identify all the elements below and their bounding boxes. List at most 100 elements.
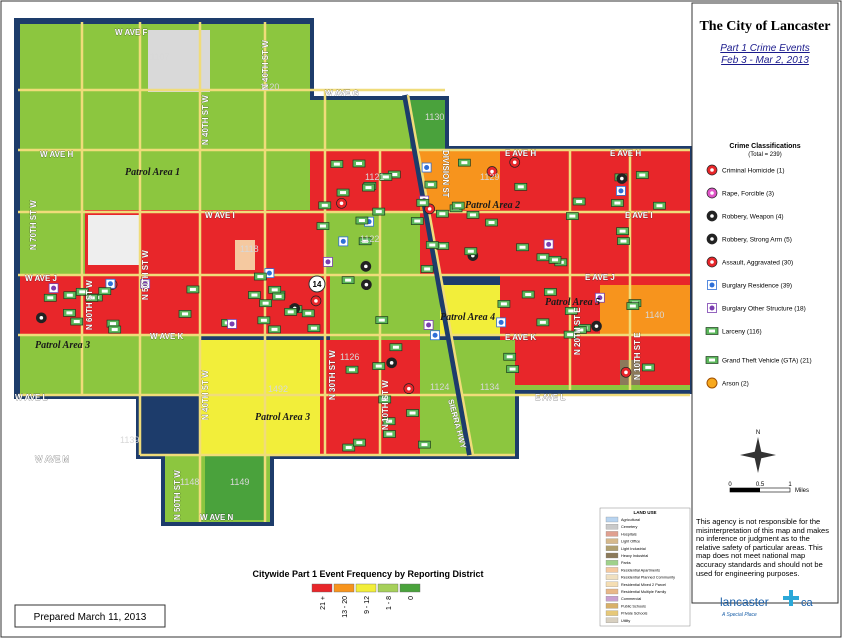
district-number: 1140 [645, 310, 664, 320]
patrol-area: Patrol Area 5 [545, 297, 600, 308]
land-use-label: Residential Planned Community [621, 576, 675, 580]
icon [365, 186, 372, 190]
land-use-swatch [605, 545, 619, 551]
icon [424, 267, 431, 271]
icon [467, 249, 474, 253]
icon [107, 281, 113, 287]
street-label: E AVE J [585, 273, 615, 282]
icon [710, 237, 714, 241]
land-use-swatch [605, 516, 619, 523]
icon [629, 304, 636, 308]
street-label: N 50TH ST W [173, 470, 182, 520]
land-use-swatch [605, 610, 619, 616]
legend-label: Criminal Homicide (1) [722, 168, 784, 175]
land-use-swatch [605, 531, 619, 537]
frequency-swatch [355, 583, 377, 593]
land-use-label: Agricultural [621, 518, 640, 522]
district [205, 455, 265, 520]
icon [321, 203, 328, 207]
land-use-label: Parks [621, 561, 631, 565]
icon [710, 191, 714, 195]
prepared-box [14, 604, 166, 628]
icon [539, 255, 546, 259]
icon [427, 207, 432, 211]
icon [182, 312, 189, 316]
icon [266, 270, 272, 276]
patrol-area: Patrol Area 2 [465, 200, 520, 211]
frequency-label: 21 + [320, 596, 327, 610]
land-use [235, 240, 255, 270]
icon [407, 386, 411, 391]
land-use-title: LAND USE [633, 510, 656, 515]
district-number: 1126 [340, 352, 359, 362]
icon [424, 165, 430, 171]
street-label: N 10TH ST W [381, 380, 390, 430]
scale-unit: Miles [795, 488, 809, 494]
frequency-label: 9 - 12 [364, 596, 371, 614]
icon [469, 213, 476, 217]
district [20, 335, 200, 395]
district-number: 1122 [360, 234, 379, 244]
icon [340, 238, 346, 244]
scale-label: 1 [788, 482, 792, 488]
street-label: N 70TH ST W [29, 200, 38, 250]
icon [392, 345, 399, 349]
icon [710, 168, 714, 172]
map: W AVE F W AVE G W AVE H W AVE I W AVE J … [14, 18, 694, 526]
icon [345, 446, 352, 450]
icon [490, 169, 494, 174]
land-use-label: Private Schools [621, 612, 647, 616]
icon [257, 275, 264, 279]
legend-label: Assault, Aggravated (30) [722, 260, 793, 267]
roads [18, 22, 690, 522]
land-use-label: Hospitals [621, 532, 637, 536]
land-use-swatch [605, 567, 619, 573]
icon [525, 293, 532, 297]
street-label: W AVE I [205, 211, 235, 220]
scale-label: 0.5 [756, 482, 765, 488]
land-use-swatch [605, 574, 619, 580]
legend-label: Robbery, Weapon (4) [722, 214, 784, 221]
icon [364, 282, 369, 287]
icon [706, 377, 718, 389]
icon [568, 309, 575, 313]
street-label: E AVE I [625, 211, 653, 220]
land-use-swatch [605, 538, 619, 544]
icon [79, 290, 86, 294]
icon [419, 201, 426, 205]
icon [110, 322, 117, 326]
icon [594, 324, 599, 328]
icon [645, 365, 652, 369]
icon [378, 318, 385, 322]
crime-icons [36, 156, 666, 452]
legend-total: (Total = 239) [748, 152, 782, 158]
district-number: 1120 [260, 82, 279, 92]
logo: lancaster ca A Special Place [720, 590, 814, 618]
date-range: Feb 3 - Mar 2, 2013 [721, 55, 809, 66]
land-use-swatch [605, 552, 619, 559]
icon [271, 288, 278, 292]
district-number: 1149 [230, 477, 249, 487]
frequency-swatch [333, 583, 355, 593]
icon [66, 311, 73, 315]
icon [506, 355, 513, 359]
street-label: N 60TH ST W [85, 280, 94, 330]
street-label: W AVE J [25, 274, 57, 283]
patrol-area: Patrol Area 1 [125, 167, 180, 178]
logo-tagline: A Special Place [721, 612, 757, 618]
land-use-swatch [605, 524, 619, 530]
icon [597, 295, 603, 301]
icon [339, 201, 344, 206]
route-shield [308, 275, 326, 293]
icon [569, 214, 576, 218]
street-label: W AVE H [40, 150, 74, 159]
district [20, 210, 85, 275]
icon [427, 183, 434, 187]
icon [391, 173, 398, 177]
icon [500, 302, 507, 306]
icon [251, 293, 258, 297]
district-number: 1492 [268, 384, 288, 394]
icon [409, 411, 416, 415]
logo-name: lancaster [720, 595, 769, 609]
side-panel [691, 2, 839, 604]
